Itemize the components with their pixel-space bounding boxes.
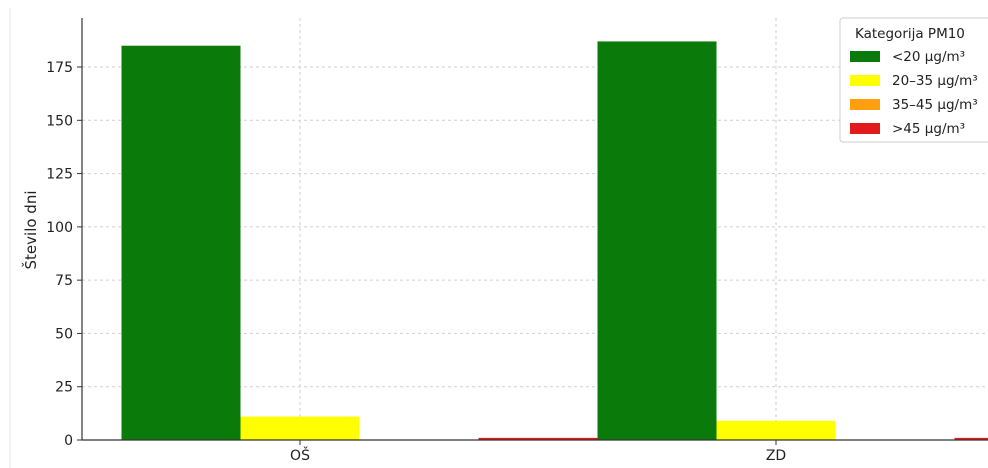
legend-label: 20–35 µg/m³ — [892, 73, 978, 89]
y-tick-label: 0 — [64, 433, 73, 449]
legend-swatch — [850, 75, 880, 86]
axes — [81, 18, 988, 441]
y-tick-label: 50 — [55, 326, 73, 342]
legend-title: Kategorija PM10 — [855, 26, 965, 42]
legend-swatch — [850, 99, 880, 110]
x-tick-label: OŠ — [290, 446, 310, 464]
y-tick-label: 125 — [46, 167, 73, 183]
bar — [597, 41, 717, 440]
y-tick-label: 150 — [46, 113, 73, 129]
bar — [240, 416, 360, 440]
legend-swatch — [850, 51, 880, 62]
y-tick-label: 100 — [46, 220, 73, 236]
y-tick-label: 75 — [55, 273, 73, 289]
y-tick-label: 175 — [46, 60, 73, 76]
legend-box — [839, 17, 988, 143]
y-axis-title: Število dni — [21, 191, 40, 270]
x-tick-labels: OŠ ZD — [290, 440, 786, 464]
legend-label: 35–45 µg/m³ — [892, 97, 978, 113]
bar — [716, 420, 836, 440]
bars — [121, 41, 988, 441]
legend-label: >45 µg/m³ — [892, 121, 965, 137]
bar — [954, 437, 988, 440]
y-tick-label: 25 — [55, 380, 73, 396]
y-tick-labels: 0 25 50 75 100 125 150 175 — [46, 60, 82, 449]
legend-label: <20 µg/m³ — [892, 49, 965, 65]
bar — [121, 45, 241, 441]
legend: Kategorija PM10 <20 µg/m³ 20–35 µg/m³ 35–4… — [839, 17, 988, 143]
legend-swatch — [850, 123, 880, 134]
x-tick-label: ZD — [766, 448, 786, 464]
bar — [478, 437, 598, 440]
